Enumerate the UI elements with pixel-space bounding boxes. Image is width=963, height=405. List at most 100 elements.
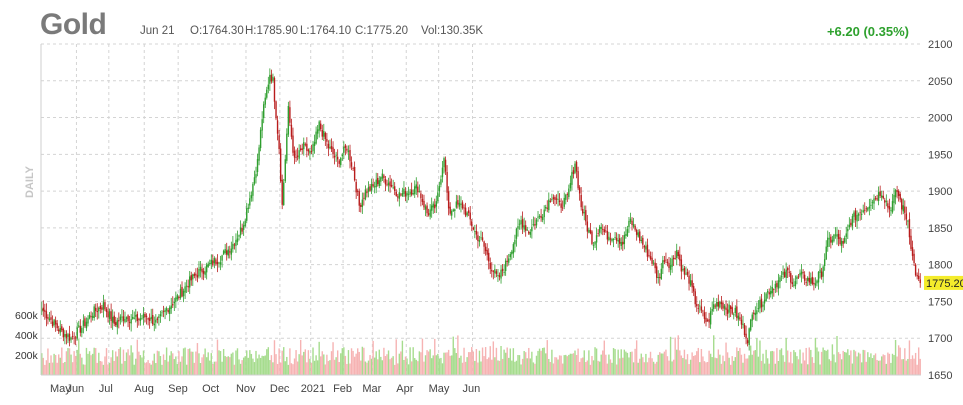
volume-bar	[810, 349, 812, 375]
candle-body	[131, 316, 134, 319]
month-tick-label: Apr	[396, 383, 413, 395]
volume-bar	[896, 356, 898, 375]
candle-body	[429, 209, 431, 217]
volume-bar	[446, 352, 448, 375]
candle-body	[860, 213, 863, 215]
volume-bar	[760, 360, 763, 375]
volume-bar	[230, 353, 233, 375]
volume-bar	[548, 358, 550, 375]
volume-bar	[167, 361, 169, 375]
candle-body	[298, 150, 300, 159]
volume-bar	[913, 358, 915, 375]
volume-bar	[104, 356, 106, 375]
candle-body	[340, 158, 342, 166]
volume-bar	[864, 350, 866, 375]
volume-bar	[688, 364, 690, 375]
candle-body	[136, 314, 139, 322]
candle-body	[387, 182, 390, 186]
candle-body	[318, 121, 320, 131]
volume-bar	[192, 351, 194, 375]
volume-bar	[301, 355, 303, 375]
candle-body	[141, 318, 143, 320]
volume-bar	[706, 361, 709, 375]
candle-body	[810, 278, 812, 284]
volume-bar	[233, 364, 236, 375]
candle-body	[807, 277, 809, 281]
candle-body	[549, 200, 552, 202]
candle-body	[130, 319, 132, 324]
candle-body	[907, 220, 909, 222]
candle-body	[346, 148, 348, 151]
candle-body	[475, 230, 478, 235]
candle-body	[489, 262, 491, 269]
candle-body	[828, 238, 831, 240]
volume-bar	[645, 353, 647, 375]
price-tick-label: 2100	[928, 39, 952, 51]
volume-bar	[910, 359, 912, 375]
candle-body	[190, 275, 192, 281]
candle-body	[554, 197, 556, 200]
candle-body	[219, 262, 222, 265]
volume-bars	[41, 335, 921, 375]
volume-bar	[682, 357, 684, 375]
volume-bar	[443, 352, 445, 375]
candle-body	[153, 323, 155, 326]
volume-bar	[41, 353, 43, 375]
candle-body	[61, 326, 63, 331]
candle-body	[386, 184, 388, 186]
candle-body	[660, 268, 663, 279]
volume-bar	[404, 356, 407, 375]
volume-bar	[454, 348, 456, 375]
candle-body	[874, 198, 877, 200]
candle-body	[537, 216, 539, 218]
candle-body	[199, 266, 202, 271]
candle-body	[652, 262, 655, 264]
volume-bar	[95, 348, 97, 375]
volume-bar	[808, 347, 810, 375]
volume-bar	[708, 350, 710, 375]
volume-bar	[743, 353, 746, 375]
candle-body	[293, 150, 296, 158]
candle-body	[844, 237, 846, 243]
candle-body	[896, 189, 898, 193]
price-tick-label: 1850	[928, 223, 952, 235]
volume-bar	[449, 355, 451, 375]
candle-body	[515, 228, 518, 239]
volume-bar	[580, 358, 582, 375]
volume-bar	[460, 355, 462, 375]
volume-bar	[848, 355, 851, 375]
volume-bar	[859, 353, 861, 375]
candle-body	[634, 225, 636, 230]
candle-body	[686, 271, 689, 275]
volume-bar	[531, 351, 533, 375]
volume-bar	[549, 361, 552, 375]
candle-body	[555, 198, 558, 200]
candle-body	[105, 309, 108, 312]
candle-body	[518, 223, 521, 225]
candle-body	[481, 237, 484, 241]
volume-bar	[190, 351, 192, 375]
candle-body	[802, 272, 804, 274]
volume-bar	[461, 362, 464, 375]
candle-body	[424, 206, 427, 210]
candle-body	[713, 304, 715, 309]
volume-bar	[555, 357, 558, 375]
volume-bar	[424, 355, 427, 375]
axes: 1650 1700 1750 1800 1850 1900 1950 2000 2050 2100…	[15, 39, 963, 395]
candle-body	[674, 258, 676, 260]
candle-body	[417, 186, 419, 193]
candle-body	[375, 179, 377, 188]
candle-body	[891, 201, 894, 213]
volume-bar	[532, 362, 535, 375]
candle-body	[578, 187, 581, 194]
candle-body	[603, 229, 605, 233]
volume-bar	[153, 353, 155, 375]
volume-bar	[101, 361, 103, 375]
volume-bar	[626, 352, 629, 375]
candle-body	[202, 270, 205, 274]
volume-bar	[597, 360, 599, 375]
volume-bar	[665, 349, 667, 375]
candle-body	[625, 234, 627, 236]
candle-body	[121, 316, 123, 318]
